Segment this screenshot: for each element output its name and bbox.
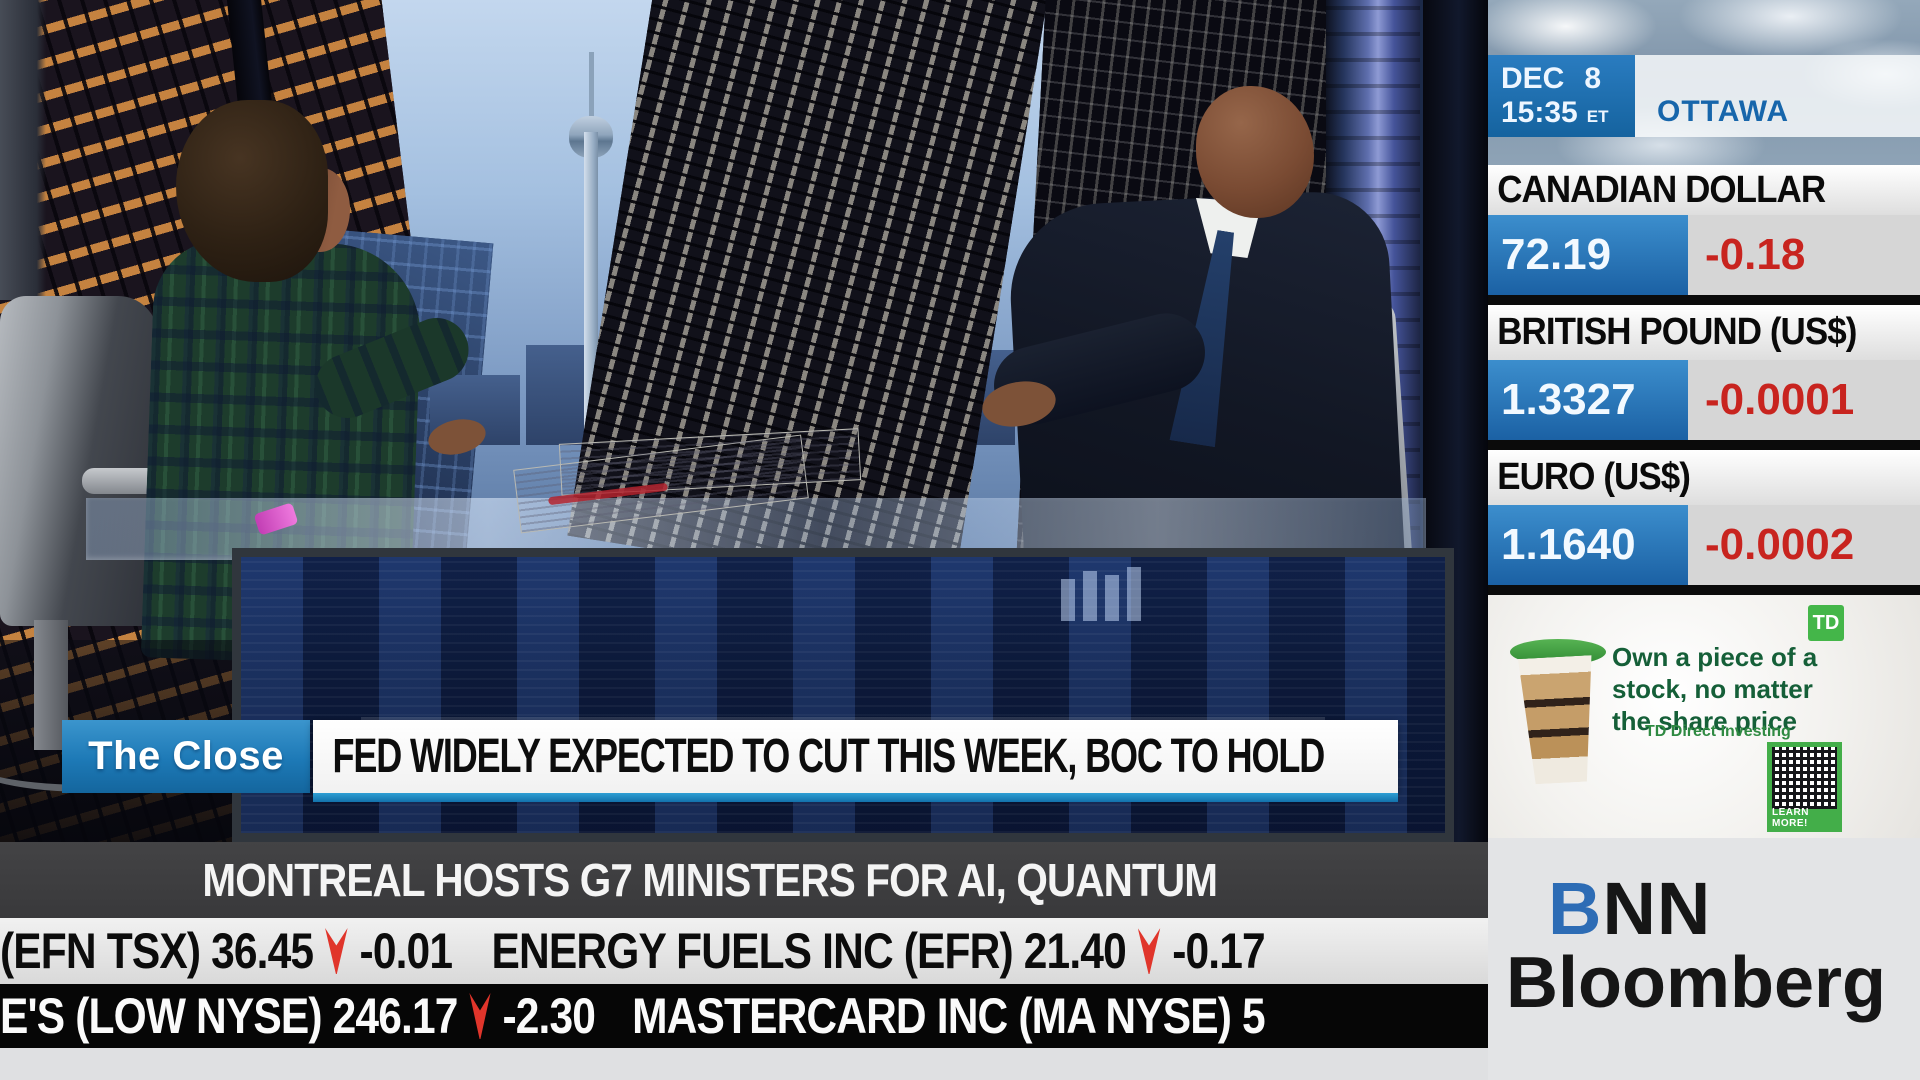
show-badge-label: The Close: [88, 734, 284, 778]
fx-quote-row: 72.19 -0.18: [1488, 215, 1920, 295]
weather-panel: DEC 8 15:35 ET OTTAWA: [1488, 0, 1920, 165]
fx-change-value: -0.0001: [1705, 375, 1855, 424]
ticker-quote-label: MASTERCARD INC (MA NYSE) 5: [632, 988, 1266, 1044]
ad-product-name: TD Direct Investing: [1645, 723, 1791, 740]
ticker-quote-label: E'S (LOW NYSE) 246.17: [0, 988, 458, 1044]
divider: [1488, 585, 1920, 595]
fx-module-euro: EURO (US$) 1.1640 -0.0002: [1488, 450, 1920, 595]
bnn-logo: BNN: [1548, 866, 1711, 951]
right-rail: DEC 8 15:35 ET OTTAWA CANADIAN DOLLAR 72…: [1488, 0, 1920, 1080]
anchor-chair: [0, 296, 158, 626]
ad-headline-line: Own a piece of a: [1612, 642, 1818, 672]
fx-name: CANADIAN DOLLAR: [1488, 165, 1920, 215]
down-arrow-icon: [325, 928, 348, 974]
ad-cta-label: LEARN MORE!: [1772, 807, 1809, 829]
fx-price-box: 72.19: [1488, 215, 1688, 295]
guest-head: [1196, 86, 1314, 218]
stock-ticker-row-1: (EFN TSX) 36.45 -0.01 ENERGY FUELS INC (…: [0, 918, 1488, 984]
anchor-hair: [176, 100, 328, 282]
network-logo-area: BNN Bloomberg: [1488, 838, 1920, 1080]
qr-code-pattern: [1772, 747, 1837, 809]
fx-name-label: CANADIAN DOLLAR: [1497, 168, 1826, 211]
ad-headline: Own a piece of a stock, no matter the sh…: [1612, 641, 1852, 737]
divider: [1488, 295, 1920, 305]
stock-ticker-row-2: E'S (LOW NYSE) 246.17 -2.30 MASTERCARD I…: [0, 984, 1488, 1048]
show-badge: The Close: [62, 720, 310, 793]
bnn-logo-b: B: [1548, 867, 1603, 950]
date-day: 8: [1584, 62, 1602, 95]
studio-video-feed: The Close FED WIDELY EXPECTED TO CUT THI…: [0, 0, 1488, 842]
qr-code: LEARN MORE!: [1767, 742, 1842, 832]
city-name: OTTAWA: [1657, 95, 1790, 128]
down-arrow-icon: [469, 993, 491, 1039]
coffee-cup-graphic: [1515, 655, 1601, 785]
fx-change-box: -0.18: [1688, 215, 1920, 295]
cn-tower-antenna: [589, 52, 594, 144]
ticker-quote-change: -2.30: [502, 988, 596, 1044]
ticker-content: (EFN TSX) 36.45 -0.01 ENERGY FUELS INC (…: [0, 918, 1266, 984]
fx-price-value: 72.19: [1501, 230, 1612, 279]
fx-change-box: -0.0002: [1688, 505, 1920, 585]
datetime-box: DEC 8 15:35 ET: [1488, 55, 1635, 137]
td-logo-text: TD: [1812, 611, 1840, 634]
td-advertisement: TD Own a piece of a stock, no matter the…: [1488, 595, 1920, 838]
fx-quote-row: 1.3327 -0.0001: [1488, 360, 1920, 440]
fx-change-value: -0.0002: [1705, 520, 1855, 569]
fx-price-value: 1.3327: [1501, 375, 1636, 424]
divider: [1488, 440, 1920, 450]
time-line: 15:35 ET: [1501, 96, 1635, 134]
ticker-quote-change: -0.17: [1172, 923, 1265, 979]
down-arrow-icon: [1137, 928, 1161, 974]
headline-banner: FED WIDELY EXPECTED TO CUT THIS WEEK, BO…: [313, 720, 1398, 793]
fx-price-box: 1.1640: [1488, 505, 1688, 585]
fx-name-label: BRITISH POUND (US$): [1497, 311, 1857, 353]
date-month: DEC: [1501, 62, 1565, 95]
ticker-content: E'S (LOW NYSE) 246.17 -2.30 MASTERCARD I…: [0, 984, 1266, 1048]
bnn-logo-nn: NN: [1602, 867, 1712, 950]
bottom-strip: [0, 1048, 1488, 1080]
headline-text: FED WIDELY EXPECTED TO CUT THIS WEEK, BO…: [332, 730, 1326, 783]
fx-price-box: 1.3327: [1488, 360, 1688, 440]
date-line: DEC 8: [1501, 62, 1635, 96]
fx-name: EURO (US$): [1488, 450, 1920, 505]
lower-banner-text: MONTREAL HOSTS G7 MINISTERS FOR AI, QUAN…: [202, 854, 1218, 906]
ad-headline-line: stock, no matter: [1612, 674, 1813, 704]
time-value: 15:35: [1501, 96, 1578, 129]
fx-name-label: EURO (US$): [1497, 456, 1691, 498]
fx-name: BRITISH POUND (US$): [1488, 305, 1920, 360]
fx-change-box: -0.0001: [1688, 360, 1920, 440]
studio-left-wall: [0, 0, 46, 300]
fx-module-british-pound: BRITISH POUND (US$) 1.3327 -0.0001: [1488, 305, 1920, 450]
td-logo: TD: [1808, 605, 1844, 641]
bloomberg-logo: Bloomberg: [1506, 943, 1887, 1023]
ticker-quote-label: ENERGY FUELS INC (EFR) 21.40: [491, 923, 1127, 979]
fx-price-value: 1.1640: [1501, 520, 1636, 569]
ad-headline-line: the share price: [1612, 706, 1797, 736]
ticker-quote-change: -0.01: [359, 923, 453, 979]
lower-banner: MONTREAL HOSTS G7 MINISTERS FOR AI, QUAN…: [0, 842, 1488, 918]
fx-module-canadian-dollar: CANADIAN DOLLAR 72.19 -0.18: [1488, 165, 1920, 305]
headline-underline: [313, 793, 1398, 802]
fx-quote-row: 1.1640 -0.0002: [1488, 505, 1920, 585]
fx-change-value: -0.18: [1705, 230, 1806, 279]
ticker-quote-label: (EFN TSX) 36.45: [0, 923, 314, 979]
timezone-label: ET: [1586, 107, 1609, 126]
city-label-strip: OTTAWA: [1635, 55, 1920, 137]
